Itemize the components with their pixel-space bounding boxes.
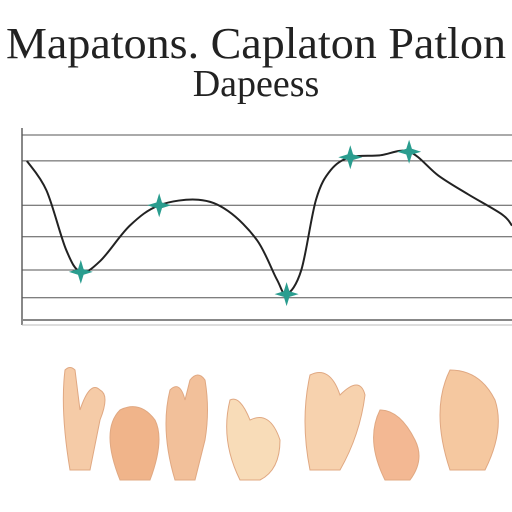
data-marker: [274, 282, 299, 307]
hands: [62, 367, 499, 481]
data-marker: [147, 193, 172, 218]
chart-title: Mapatons. Caplaton Patlon: [6, 19, 506, 68]
data-marker: [68, 259, 93, 284]
chart-subtitle: Dapeess: [193, 63, 320, 105]
plot-frame: [21, 128, 512, 326]
data-marker: [397, 139, 422, 164]
data-line: [26, 149, 512, 296]
data-marker: [338, 145, 363, 170]
